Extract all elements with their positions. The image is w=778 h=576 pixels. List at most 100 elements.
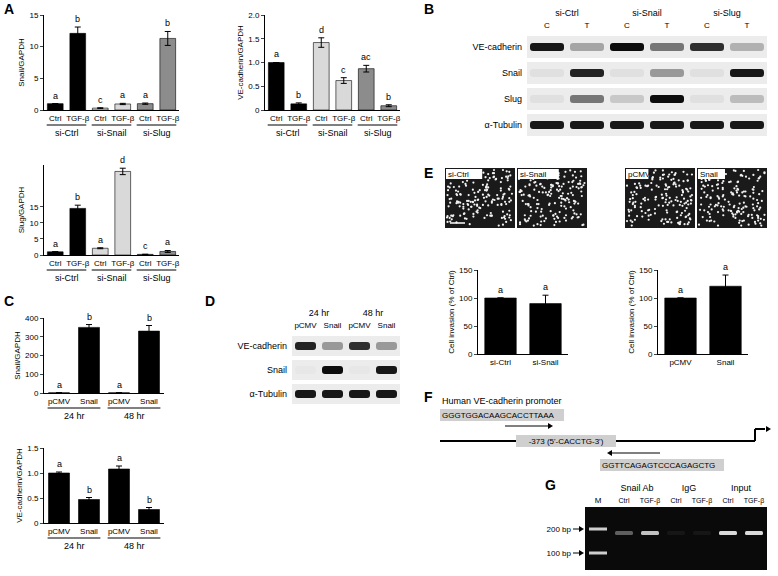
svg-text:si-Slug: si-Slug	[364, 128, 392, 138]
svg-text:si-Ctrl: si-Ctrl	[448, 170, 469, 179]
svg-text:a: a	[53, 91, 58, 101]
svg-text:0: 0	[34, 106, 39, 115]
svg-text:b: b	[87, 312, 92, 322]
svg-text:Slug: Slug	[504, 94, 522, 104]
svg-text:b: b	[147, 313, 152, 323]
svg-text:D: D	[205, 293, 215, 309]
svg-text:50: 50	[643, 322, 652, 331]
svg-text:VE-cadherin: VE-cadherin	[472, 42, 522, 52]
svg-text:Slug/GAPDH: Slug/GAPDH	[17, 186, 26, 233]
svg-text:200: 200	[25, 351, 39, 360]
svg-text:TGF-β: TGF-β	[332, 114, 356, 123]
svg-text:Ctrl: Ctrl	[94, 114, 107, 123]
svg-text:Snail Ab: Snail Ab	[620, 483, 653, 493]
svg-text:Snail: Snail	[502, 68, 522, 78]
svg-text:b: b	[386, 92, 391, 102]
svg-text:Cell invasion (% of Ctrl): Cell invasion (% of Ctrl)	[627, 270, 636, 354]
svg-text:0: 0	[34, 389, 39, 398]
svg-text:Ctrl: Ctrl	[315, 114, 328, 123]
svg-text:pCMV: pCMV	[348, 321, 371, 330]
svg-text:Snail: Snail	[140, 527, 158, 536]
svg-text:TGF-β: TGF-β	[156, 259, 180, 268]
svg-text:VE-cadherin/GAPDH: VE-cadherin/GAPDH	[15, 448, 24, 523]
svg-text:d: d	[120, 155, 125, 165]
svg-text:50: 50	[463, 322, 472, 331]
svg-text:si-Ctrl: si-Ctrl	[490, 358, 511, 367]
svg-text:0: 0	[648, 350, 653, 359]
svg-text:a: a	[498, 285, 503, 295]
svg-text:Input: Input	[731, 483, 752, 493]
svg-text:15: 15	[29, 11, 38, 20]
svg-text:48 hr: 48 hr	[124, 411, 145, 421]
svg-text:-373 (5'-CACCTG-3'): -373 (5'-CACCTG-3')	[529, 437, 604, 446]
svg-text:1.0: 1.0	[248, 58, 260, 67]
svg-text:a: a	[120, 90, 125, 100]
svg-text:Snail: Snail	[717, 358, 735, 367]
svg-text:TGF-β: TGF-β	[744, 497, 764, 505]
svg-text:a: a	[274, 49, 279, 59]
svg-text:5: 5	[34, 235, 39, 244]
svg-text:TGF-β: TGF-β	[66, 259, 90, 268]
svg-text:IgG: IgG	[682, 483, 697, 493]
svg-text:TGF-β: TGF-β	[640, 497, 660, 505]
svg-text:0.5: 0.5	[27, 494, 39, 503]
svg-text:0: 0	[255, 106, 260, 115]
svg-text:si-Slug: si-Slug	[713, 8, 741, 18]
svg-text:pCMV: pCMV	[48, 527, 71, 536]
svg-text:a: a	[57, 380, 62, 390]
svg-text:b: b	[75, 14, 80, 24]
svg-text:VE-cadherin: VE-cadherin	[237, 341, 287, 351]
svg-text:b: b	[75, 192, 80, 202]
svg-text:Snail: Snail	[80, 527, 98, 536]
svg-text:F: F	[424, 389, 433, 405]
svg-text:24 hr: 24 hr	[64, 541, 85, 551]
svg-text:TGF-β: TGF-β	[287, 114, 311, 123]
svg-text:GGTTCAGAGTCCCAGAGCTG: GGTTCAGAGTCCCAGAGCTG	[602, 461, 715, 470]
svg-text:c: c	[143, 241, 148, 251]
svg-text:b: b	[147, 495, 152, 505]
svg-text:150: 150	[639, 266, 653, 275]
svg-text:Snail/GAPDH: Snail/GAPDH	[17, 38, 26, 87]
svg-text:B: B	[424, 1, 434, 17]
svg-text:Ctrl: Ctrl	[49, 114, 62, 123]
svg-text:Ctrl: Ctrl	[49, 259, 62, 268]
svg-text:b: b	[87, 485, 92, 495]
svg-text:TGF-β: TGF-β	[377, 114, 401, 123]
svg-text:10: 10	[29, 42, 38, 51]
svg-text:Snail: Snail	[378, 321, 396, 330]
svg-text:b: b	[165, 18, 170, 28]
svg-text:b: b	[296, 90, 301, 100]
svg-text:α-Tubulin: α-Tubulin	[485, 120, 522, 130]
svg-text:100: 100	[459, 294, 473, 303]
svg-text:15: 15	[29, 203, 38, 212]
svg-text:T: T	[745, 21, 750, 30]
svg-text:si-Slug: si-Slug	[143, 273, 171, 283]
svg-text:pCMV: pCMV	[108, 527, 131, 536]
svg-text:0.5: 0.5	[248, 82, 260, 91]
svg-text:pCMV: pCMV	[108, 397, 131, 406]
svg-text:α-Tubulin: α-Tubulin	[250, 389, 287, 399]
svg-text:C: C	[544, 21, 550, 30]
svg-text:Ctrl: Ctrl	[671, 497, 682, 504]
svg-text:T: T	[585, 21, 590, 30]
svg-text:C: C	[624, 21, 630, 30]
svg-text:pCMV: pCMV	[294, 321, 317, 330]
svg-text:VE-cadherin/GAPDH: VE-cadherin/GAPDH	[236, 25, 245, 100]
svg-text:d: d	[319, 25, 324, 35]
svg-text:Ctrl: Ctrl	[619, 497, 630, 504]
svg-text:ac: ac	[361, 52, 371, 62]
svg-text:150: 150	[459, 266, 473, 275]
svg-text:a: a	[165, 237, 170, 247]
svg-text:24 hr: 24 hr	[64, 411, 85, 421]
svg-text:100: 100	[639, 294, 653, 303]
svg-text:0: 0	[34, 251, 39, 260]
svg-text:pCMV: pCMV	[628, 170, 651, 179]
svg-text:si-Snail: si-Snail	[97, 273, 127, 283]
svg-text:G: G	[545, 477, 556, 493]
svg-text:M: M	[595, 496, 602, 505]
svg-text:10: 10	[29, 219, 38, 228]
svg-text:T: T	[665, 21, 670, 30]
svg-text:TGF-β: TGF-β	[156, 114, 180, 123]
svg-text:si-Snail: si-Snail	[532, 358, 558, 367]
svg-text:si-Ctrl: si-Ctrl	[55, 273, 79, 283]
